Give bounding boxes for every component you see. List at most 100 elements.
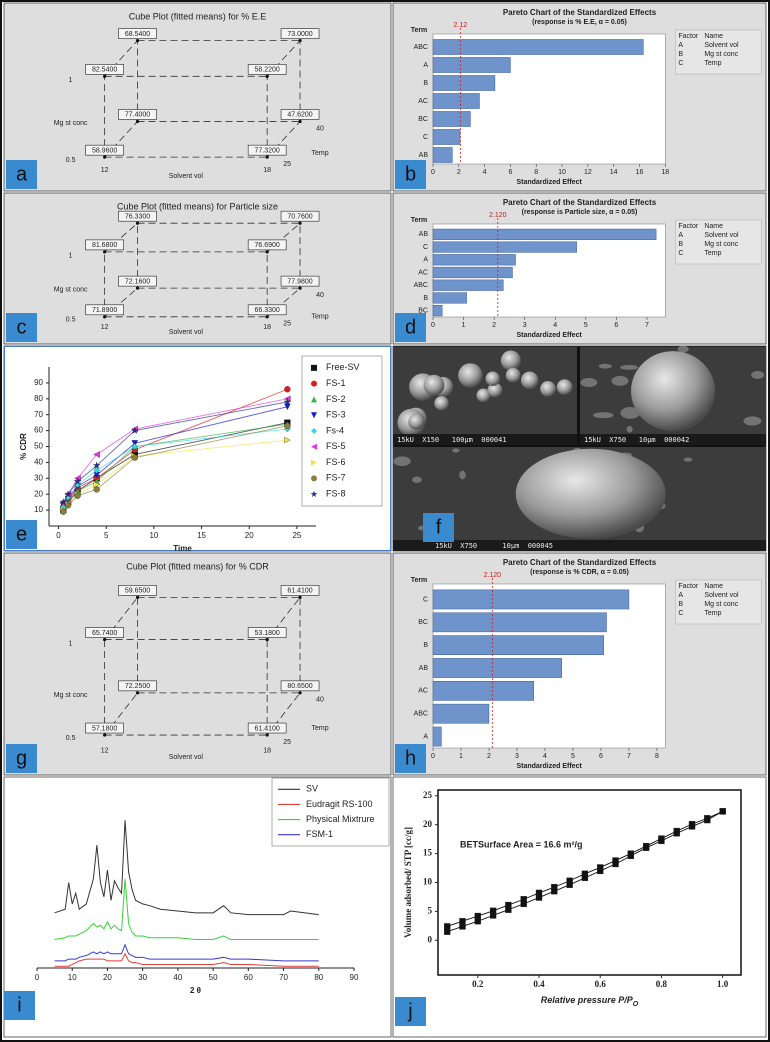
cube-edge [266,287,301,318]
x-tick-label: 0 [431,169,435,176]
marker [284,386,291,393]
category-label: ABC [414,282,428,289]
x-tick-label: 5 [571,753,575,760]
corner-label: 68.5400 [125,31,150,38]
chart-title: Pareto Chart of the Standardized Effects [503,558,657,567]
sem-particle [540,381,556,397]
legend-label: Physical Mixtrure [306,814,375,824]
y-level: 1 [69,77,73,84]
x-level: 18 [263,167,271,174]
sem-particle [476,388,491,403]
legend-marker [311,459,317,466]
sem-caption-bar [393,434,577,445]
x-tick-label: 20 [245,531,254,540]
cube-edge [104,597,138,640]
sem-debris [743,416,762,426]
factor-table-cell: Temp [704,610,721,617]
cube-corner [265,74,269,78]
x-tick-label: 1 [462,322,466,329]
panel-letter: f [436,516,442,538]
cube-corner [103,637,107,642]
chart-title: Cube Plot (fitted means) for % E.E [129,11,267,21]
marker [642,844,650,851]
corner-label: 66.3300 [255,307,280,314]
sem-particle [434,396,449,411]
factor-table-cell: Mg st conc [704,241,738,248]
marker [489,912,497,919]
corner-label-box [280,210,320,222]
category-label: B [423,80,428,87]
factor-table-cell: Temp [704,60,721,67]
chart-title: Pareto Chart of the Standardized Effects [503,8,657,17]
bar [432,241,577,253]
x-tick-label: 8 [655,753,659,760]
x-label: Standardized Effect [516,763,582,770]
marker [59,498,68,506]
marker [93,486,100,493]
bar [432,589,630,610]
x-tick-label: 8 [534,169,538,176]
sem-debris [751,370,765,379]
marker [93,481,101,488]
legend-marker [311,412,317,419]
bar [432,75,496,91]
series-line [54,952,319,967]
y-level: 1 [69,253,73,260]
sem-debris [611,375,629,386]
corner-label-box [118,109,157,120]
corner-label: 77.4000 [125,112,150,119]
marker [284,403,291,411]
corner-label: 80.6500 [287,683,312,690]
panel-letter-box [6,744,37,773]
sem-caption: 15kU X750 10μm 000045 [435,542,553,550]
legend-marker [310,490,318,498]
marker [74,492,81,499]
x-tick-label: 6 [614,322,618,329]
legend-label: FS-3 [326,410,346,420]
corner-label: 61.4100 [287,588,312,595]
corner-label-box [280,585,320,596]
x-level: 18 [263,747,271,754]
panel-letter: g [16,747,27,769]
marker [566,881,573,888]
category-label: B [423,295,428,302]
category-label: C [423,596,428,603]
sem-debris [677,345,689,353]
bar [432,93,480,109]
factor-table-box [675,579,762,625]
corner-label-box [247,722,287,734]
marker [60,508,67,515]
y-level: 0.5 [66,735,76,742]
bar [432,635,604,655]
category-label: A [423,62,428,69]
corner-label-box [118,28,157,39]
y-label: Volume adsorbed/ STP [cc/g] [403,827,413,938]
factor-table-cell: Solvent vol [704,42,739,49]
marker [474,918,481,925]
corner-label: 76.6900 [255,242,280,249]
marker [719,808,726,815]
bar [432,254,516,266]
x-tick-label: 14 [610,169,618,176]
marker [505,906,512,913]
y-label: % CDR [19,433,28,460]
panel-letter-box [395,997,426,1026]
marker [130,426,139,434]
corner-label-box [118,585,157,596]
bar [432,305,443,317]
corner-label: 59.6500 [125,588,150,595]
bar [432,129,461,145]
chart-title: Cube Plot (fitted means) for Particle si… [117,201,278,211]
legend-marker [311,396,317,403]
panel-letter-box [4,991,35,1020]
y-label: Term [411,27,428,34]
z-level: 25 [283,739,291,746]
sem-debris [620,364,639,370]
panel-letter: h [405,747,416,769]
corner-label: 70.7600 [287,213,312,220]
category-label: B [423,642,428,649]
x-tick-label: 16 [636,169,644,176]
category-label: AC [418,269,428,276]
factor-table-cell: Temp [704,250,721,257]
